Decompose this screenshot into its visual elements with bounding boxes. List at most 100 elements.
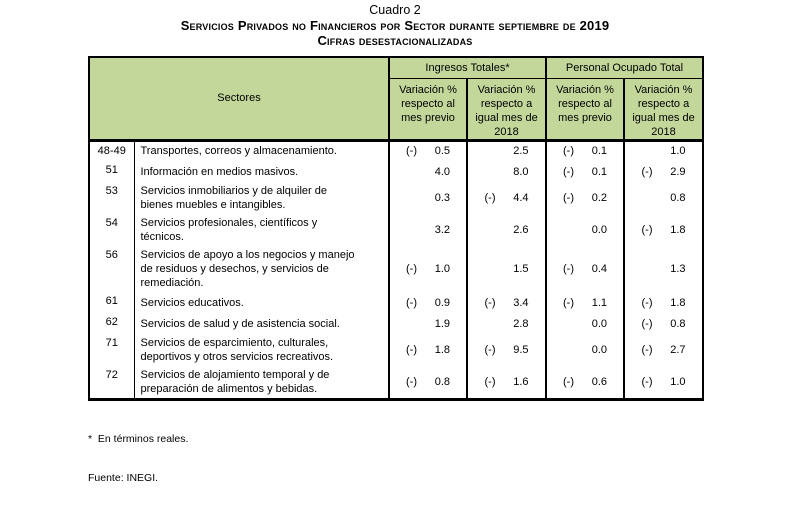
value-cell: (-) 0.1 bbox=[545, 161, 625, 182]
table-number: Cuadro 2 bbox=[369, 3, 421, 17]
sector-name-text: Información en medios masivos. bbox=[140, 165, 299, 178]
footnote-real-terms: * En términos reales. bbox=[88, 433, 189, 445]
value-cell: (-) 9.5 bbox=[466, 334, 547, 366]
sector-name-text: Servicios profesionales, científicos y t… bbox=[140, 217, 318, 243]
table-row: 54 Servicios profesionales, científicos … bbox=[89, 214, 704, 246]
value-cell: (-) 1.8 bbox=[623, 214, 704, 246]
table-row: 71 Servicios de esparcimiento, culturale… bbox=[89, 334, 704, 366]
sector-name-text: Servicios educativos. bbox=[140, 296, 244, 309]
table-row: 53 Servicios inmobiliarios y de alquiler… bbox=[89, 182, 704, 214]
value-number: 9.5 bbox=[513, 344, 529, 356]
value-sign: (-) bbox=[641, 317, 653, 330]
value-number: 4.4 bbox=[513, 192, 529, 204]
value-cell: 1.9 bbox=[388, 313, 468, 334]
value-number: 3.2 bbox=[434, 224, 451, 236]
value-sign: (-) bbox=[641, 165, 653, 178]
value-sign: (-) bbox=[484, 344, 496, 356]
value-number: 0.1 bbox=[591, 145, 608, 158]
value-number: 0.3 bbox=[434, 192, 451, 204]
value-cell: (-) 0.2 bbox=[545, 182, 625, 214]
sector-name-text: Servicios de apoyo a los negocios y mane… bbox=[140, 249, 355, 289]
title-block: Cuadro 2 Servicios Privados no Financier… bbox=[88, 3, 702, 48]
value-cell: (-) 0.1 bbox=[545, 140, 625, 161]
value-number: 1.6 bbox=[513, 376, 529, 388]
table-header: Sectores Ingresos Totales* Personal Ocup… bbox=[89, 57, 704, 142]
value-number: 2.8 bbox=[513, 317, 529, 330]
sector-name: Servicios inmobiliarios y de alquiler de… bbox=[134, 182, 389, 214]
value-sign: (-) bbox=[563, 296, 575, 309]
value-cell: 8.0 bbox=[466, 161, 547, 182]
value-cell: (-) 0.4 bbox=[545, 246, 625, 292]
value-cell: 2.8 bbox=[466, 313, 547, 334]
value-cell: (-) 1.1 bbox=[545, 292, 625, 313]
value-cell: 2.5 bbox=[466, 140, 547, 161]
sector-name-text: Transportes, correos y almacenamiento. bbox=[140, 145, 337, 158]
value-number: 2.7 bbox=[670, 344, 686, 356]
value-cell: (-) 1.0 bbox=[623, 366, 704, 400]
sectors-table: Sectores Ingresos Totales* Personal Ocup… bbox=[88, 56, 705, 401]
value-number: 0.1 bbox=[591, 165, 608, 178]
value-number: 1.0 bbox=[434, 263, 451, 275]
value-cell: (-) 1.8 bbox=[623, 292, 704, 313]
column-group-personal-ocupado: Personal Ocupado Total bbox=[545, 57, 704, 79]
column-group-ingresos-totales: Ingresos Totales* bbox=[388, 57, 547, 79]
value-sign: (-) bbox=[484, 376, 496, 388]
sector-name: Servicios de apoyo a los negocios y mane… bbox=[134, 246, 389, 292]
value-number: 1.8 bbox=[670, 296, 686, 309]
value-number: 0.8 bbox=[670, 317, 686, 330]
table-body: 48-49 Transportes, correos y almacenamie… bbox=[89, 140, 704, 400]
value-cell: (-) 1.8 bbox=[388, 334, 468, 366]
column-header-ingresos-variation-same-month-2018: Variación % respecto a igual mes de 2018 bbox=[466, 78, 547, 142]
column-header-ingresos-variation-prev-month: Variación % respecto al mes previo bbox=[388, 78, 468, 142]
value-number: 0.0 bbox=[591, 344, 608, 356]
value-number: 4.0 bbox=[434, 165, 451, 178]
sector-code: 53 bbox=[89, 182, 135, 214]
value-number: 1.1 bbox=[591, 296, 608, 309]
value-cell: (-) 0.9 bbox=[388, 292, 468, 313]
value-cell: (-) 0.8 bbox=[623, 313, 704, 334]
column-header-personal-variation-prev-month: Variación % respecto al mes previo bbox=[545, 78, 625, 142]
value-cell: 0.3 bbox=[388, 182, 468, 214]
footnotes: * En términos reales. Fuente: INEGI. bbox=[88, 407, 188, 511]
value-sign: (-) bbox=[641, 344, 653, 356]
sector-name-text: Servicios de alojamiento temporal y de p… bbox=[140, 369, 330, 395]
sector-code: 48-49 bbox=[89, 140, 135, 161]
table-subtitle: Cifras desestacionalizadas bbox=[317, 33, 473, 48]
table-row: 56 Servicios de apoyo a los negocios y m… bbox=[89, 246, 704, 292]
value-number: 2.9 bbox=[670, 165, 686, 178]
value-sign: (-) bbox=[484, 192, 496, 204]
value-sign: (-) bbox=[406, 296, 418, 309]
value-number: 0.4 bbox=[591, 263, 608, 275]
value-sign: (-) bbox=[406, 376, 418, 388]
sector-code: 54 bbox=[89, 214, 135, 246]
value-cell: 2.6 bbox=[466, 214, 547, 246]
value-number: 1.8 bbox=[670, 224, 686, 236]
sector-name-text: Servicios inmobiliarios y de alquiler de… bbox=[140, 185, 327, 211]
value-cell: (-) 4.4 bbox=[466, 182, 547, 214]
value-cell: 0.8 bbox=[623, 182, 704, 214]
value-number: 1.0 bbox=[670, 376, 686, 388]
value-cell: (-) 0.6 bbox=[545, 366, 625, 400]
table-row: 62 Servicios de salud y de asistencia so… bbox=[89, 313, 704, 334]
value-number: 0.2 bbox=[591, 192, 608, 204]
value-cell: (-) 1.6 bbox=[466, 366, 547, 400]
sector-code: 72 bbox=[89, 366, 135, 400]
value-cell: 3.2 bbox=[388, 214, 468, 246]
table-row: 72 Servicios de alojamiento temporal y d… bbox=[89, 366, 704, 400]
value-cell: (-) 2.7 bbox=[623, 334, 704, 366]
value-cell: 4.0 bbox=[388, 161, 468, 182]
value-sign: (-) bbox=[484, 296, 496, 309]
value-sign: (-) bbox=[406, 263, 418, 275]
value-number: 1.8 bbox=[434, 344, 451, 356]
value-cell: 1.5 bbox=[466, 246, 547, 292]
value-number: 8.0 bbox=[513, 165, 529, 178]
sector-name: Servicios profesionales, científicos y t… bbox=[134, 214, 389, 246]
value-number: 0.8 bbox=[670, 192, 686, 204]
value-number: 1.9 bbox=[434, 317, 451, 330]
value-number: 1.5 bbox=[513, 263, 529, 275]
value-cell: 0.0 bbox=[545, 334, 625, 366]
sector-name: Servicios de esparcimiento, culturales, … bbox=[134, 334, 389, 366]
value-number: 0.5 bbox=[434, 145, 451, 158]
table-row: 61 Servicios educativos. (-) 0.9 (-) 3.4 (… bbox=[89, 292, 704, 313]
sector-code: 62 bbox=[89, 313, 135, 334]
